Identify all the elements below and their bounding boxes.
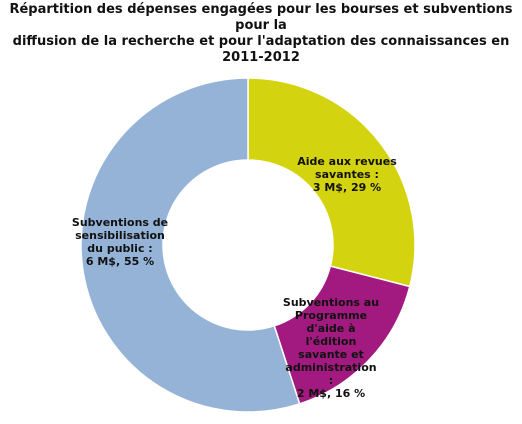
title-line: diffusion de la recherche et pour l'adap… xyxy=(12,34,510,49)
data-label: Subventions de sensibilisation du public… xyxy=(70,216,170,268)
data-label: Aide aux revues savantes :3 M$, 29 % xyxy=(292,155,402,194)
category-label: Subventions au Programme d'aide à l'édit… xyxy=(282,296,380,387)
data-label: Subventions au Programme d'aide à l'édit… xyxy=(282,296,380,400)
value-label: 3 M$, 29 % xyxy=(312,181,382,194)
chart-title: Répartition des dépenses engagées pour l… xyxy=(0,2,522,66)
title-line: Répartition des dépenses engagées pour l… xyxy=(9,2,513,33)
title-line: 2011-2012 xyxy=(222,50,300,65)
category-label: Aide aux revues savantes : xyxy=(297,155,397,181)
value-label: 2 M$, 16 % xyxy=(296,387,366,400)
value-label: 6 M$, 55 % xyxy=(85,255,155,268)
donut-segment xyxy=(247,77,416,288)
category-label: Subventions de sensibilisation du public… xyxy=(71,216,169,255)
donut-segment xyxy=(80,77,301,413)
